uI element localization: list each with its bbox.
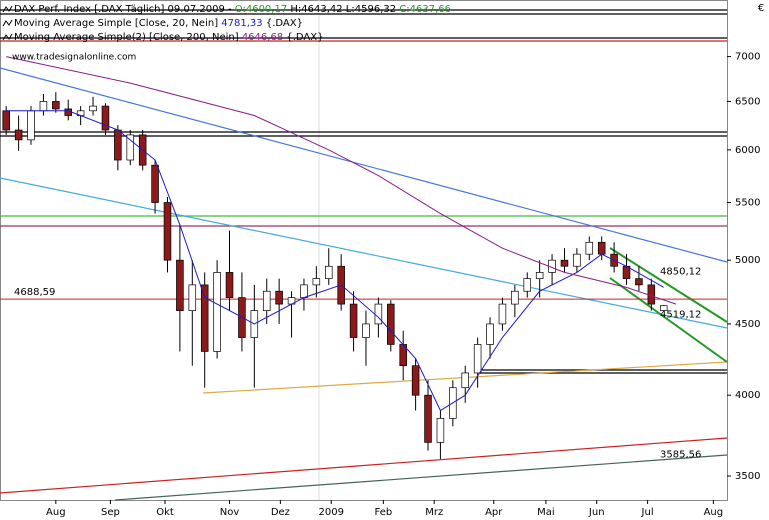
candle-body	[213, 272, 221, 352]
legend-part: H:4643,42 L:4596,32	[287, 4, 399, 15]
candle-body	[101, 105, 110, 131]
candle-body	[436, 417, 445, 443]
legend-part: C:4637,66	[399, 4, 451, 15]
y-tick-label: 3500	[735, 471, 760, 482]
legend-part: 4646,68	[242, 32, 283, 43]
legend-part: Moving Average Simple [Close, 20, Nein]	[14, 18, 221, 29]
y-tick-label: 5000	[735, 255, 760, 266]
candle-body	[225, 272, 234, 298]
moving-average	[6, 110, 664, 412]
candle-body	[585, 241, 594, 255]
level-label: 3585,56	[660, 449, 701, 460]
candle-body	[635, 278, 643, 286]
legend-icon	[2, 33, 13, 41]
y-tick-label: 4000	[735, 390, 760, 401]
y-tick-label: 6000	[735, 145, 760, 156]
legend-entry: DAX Perf. Index [.DAX Täglich] 09.07.200…	[14, 4, 451, 15]
candle-body	[486, 323, 494, 345]
candle-body	[362, 323, 370, 338]
candle-body	[560, 259, 569, 267]
candle-body	[573, 253, 581, 267]
candle-body	[2, 110, 10, 131]
x-tick-label: Mai	[537, 507, 555, 518]
candle-body	[523, 278, 532, 292]
candle-body	[300, 284, 308, 298]
candle-body	[312, 278, 321, 286]
legend-part: {.DAX}	[263, 18, 303, 29]
candle-body	[151, 164, 159, 203]
candle-body	[89, 105, 97, 112]
y-tick-label: 4500	[735, 319, 760, 330]
candle-body	[387, 303, 395, 345]
plot-frame	[0, 0, 728, 501]
legend-icon	[2, 5, 13, 13]
candle-body	[176, 259, 184, 311]
x-tick-label: Nov	[220, 507, 240, 518]
candle-body	[424, 394, 432, 443]
legend: DAX Perf. Index [.DAX Täglich] 09.07.200…	[2, 4, 451, 43]
x-tick-label: Jun	[588, 507, 605, 518]
x-tick-label: Feb	[374, 507, 392, 518]
x-tick-label: Apr	[485, 507, 503, 518]
candle-body	[163, 202, 172, 261]
level-label: 4519,12	[660, 309, 701, 320]
legend-part: Moving Average Simple(2) [Close, 200, Ne…	[14, 32, 242, 43]
candle-body	[511, 290, 519, 305]
candle-body	[411, 365, 420, 396]
candle-body	[374, 303, 383, 325]
legend-entry: Moving Average Simple [Close, 20, Nein] …	[14, 18, 303, 29]
watermark: www.tradesignalonline.com	[12, 53, 136, 63]
candle-body	[262, 290, 271, 311]
candle-body	[498, 303, 507, 325]
candle-body	[597, 241, 606, 255]
candle-body	[275, 290, 283, 305]
x-tick-label: Dez	[271, 507, 290, 518]
candle-body	[461, 372, 469, 389]
x-tick-label: Aug	[704, 507, 724, 518]
candle-body	[27, 110, 35, 141]
candle-body	[200, 284, 209, 352]
legend-part: O:4600,17	[235, 4, 287, 15]
candle-body	[114, 129, 122, 161]
legend-part: {.DAX}	[283, 32, 323, 43]
level-label: 4688,59	[14, 287, 55, 298]
currency: €	[758, 3, 764, 14]
candle-body	[39, 101, 48, 112]
x-tick-label: Okt	[156, 507, 174, 518]
level-label: 4850,12	[660, 267, 701, 278]
x-tick-label: Mrz	[425, 507, 443, 518]
legend-part: DAX Perf. Index [.DAX Täglich] 09.07.200…	[14, 4, 235, 15]
marks: 4688,59 4850,12 4519,12 3585,56	[0, 56, 727, 460]
x-tick-label: Sep	[101, 507, 120, 518]
candle-body	[325, 265, 333, 279]
moving-average	[6, 56, 677, 305]
candle-body	[349, 303, 358, 338]
legend-icon	[2, 19, 13, 27]
candle-body	[188, 284, 197, 311]
legend-part: 4781,33	[221, 18, 262, 29]
y-tick-label: 6500	[735, 96, 760, 107]
y-tick-label: 5500	[735, 198, 760, 209]
candle-body	[473, 344, 482, 374]
candle-body	[659, 305, 668, 311]
candle-body	[535, 272, 544, 279]
candle-body	[14, 129, 23, 141]
y-tick-label: 7000	[735, 52, 760, 63]
x-tick-label: 2009	[319, 507, 344, 518]
legend-entry: Moving Average Simple(2) [Close, 200, Ne…	[14, 32, 323, 43]
x-tick-label: Aug	[46, 507, 66, 518]
candle-body	[52, 101, 60, 110]
x-tick-label: Jul	[641, 507, 654, 518]
candle-body	[126, 134, 135, 161]
